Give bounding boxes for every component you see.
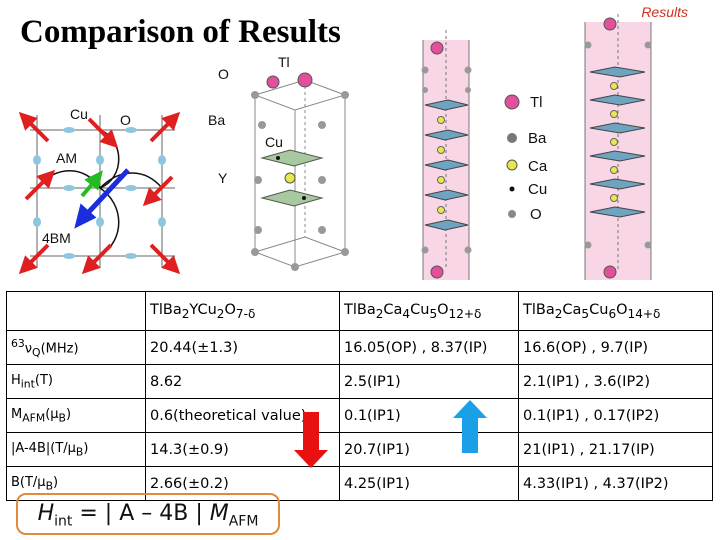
header-compound-2: TlBa2Ca4Cu5O12+δ	[339, 291, 519, 331]
cell-value: 16.6(OP) , 9.7(IP)	[518, 330, 713, 365]
row-label-mafm: MAFM(μB)	[6, 398, 146, 433]
legend-o: O	[530, 206, 542, 223]
row-label-hint: Hint(T)	[6, 364, 146, 399]
formula-box: Hint = | A – 4B | MAFM	[16, 493, 280, 535]
label-crystal-y: Y	[218, 170, 228, 186]
cell-value: 2.66(±0.2)	[145, 466, 340, 501]
cell-value: 21(IP1) , 21.17(IP)	[518, 432, 713, 467]
page-title: Comparison of Results	[20, 14, 341, 50]
label-am: AM	[56, 150, 77, 166]
label-crystal-cu: Cu	[265, 134, 283, 150]
header-compound-3: TlBa2Ca5Cu6O14+δ	[518, 291, 713, 331]
cell-value: 2.1(IP1) , 3.6(IP2)	[518, 364, 713, 399]
table-row: B(T/μB) 2.66(±0.2) 4.25(IP1) 4.33(IP1) ,…	[6, 466, 713, 501]
label-o: O	[120, 112, 131, 128]
cell-value: 8.62	[145, 364, 340, 399]
crystal-structure-2	[421, 30, 472, 280]
cell-value: 4.33(IP1) , 4.37(IP2)	[518, 466, 713, 501]
label-4bm: 4BM	[42, 230, 71, 246]
header-compound-1: TlBa2YCu2O7-δ	[145, 291, 340, 331]
label-o-top: O	[218, 66, 229, 82]
label-crystal-tl: Tl	[278, 54, 290, 70]
legend-ba: Ba	[528, 130, 547, 147]
table-header-row: TlBa2YCu2O7-δ TlBa2Ca4Cu5O12+δ TlBa2Ca5C…	[6, 291, 713, 331]
label-crystal-ba: Ba	[208, 112, 226, 128]
row-label-b: B(T/μB)	[6, 466, 146, 501]
cell-value: 16.05(OP) , 8.37(IP)	[339, 330, 519, 365]
label-cu: Cu	[70, 106, 88, 122]
crystal-structure-1	[251, 72, 349, 271]
up-arrow-icon	[453, 400, 487, 453]
cell-value: 4.25(IP1)	[339, 466, 519, 501]
legend-tl: Tl	[530, 94, 543, 111]
legend-ca: Ca	[528, 158, 548, 175]
legend-cu: Cu	[528, 181, 548, 198]
cu-spin-arrows	[18, 111, 181, 275]
structure-figure	[18, 14, 652, 280]
down-arrow-icon	[294, 412, 328, 468]
cell-value: 0.1(IP1)	[339, 398, 519, 433]
header-tag: Results	[641, 4, 688, 20]
spin-lattice	[18, 111, 181, 275]
legend-markers	[504, 94, 520, 218]
crystal-structure-3	[584, 14, 652, 280]
